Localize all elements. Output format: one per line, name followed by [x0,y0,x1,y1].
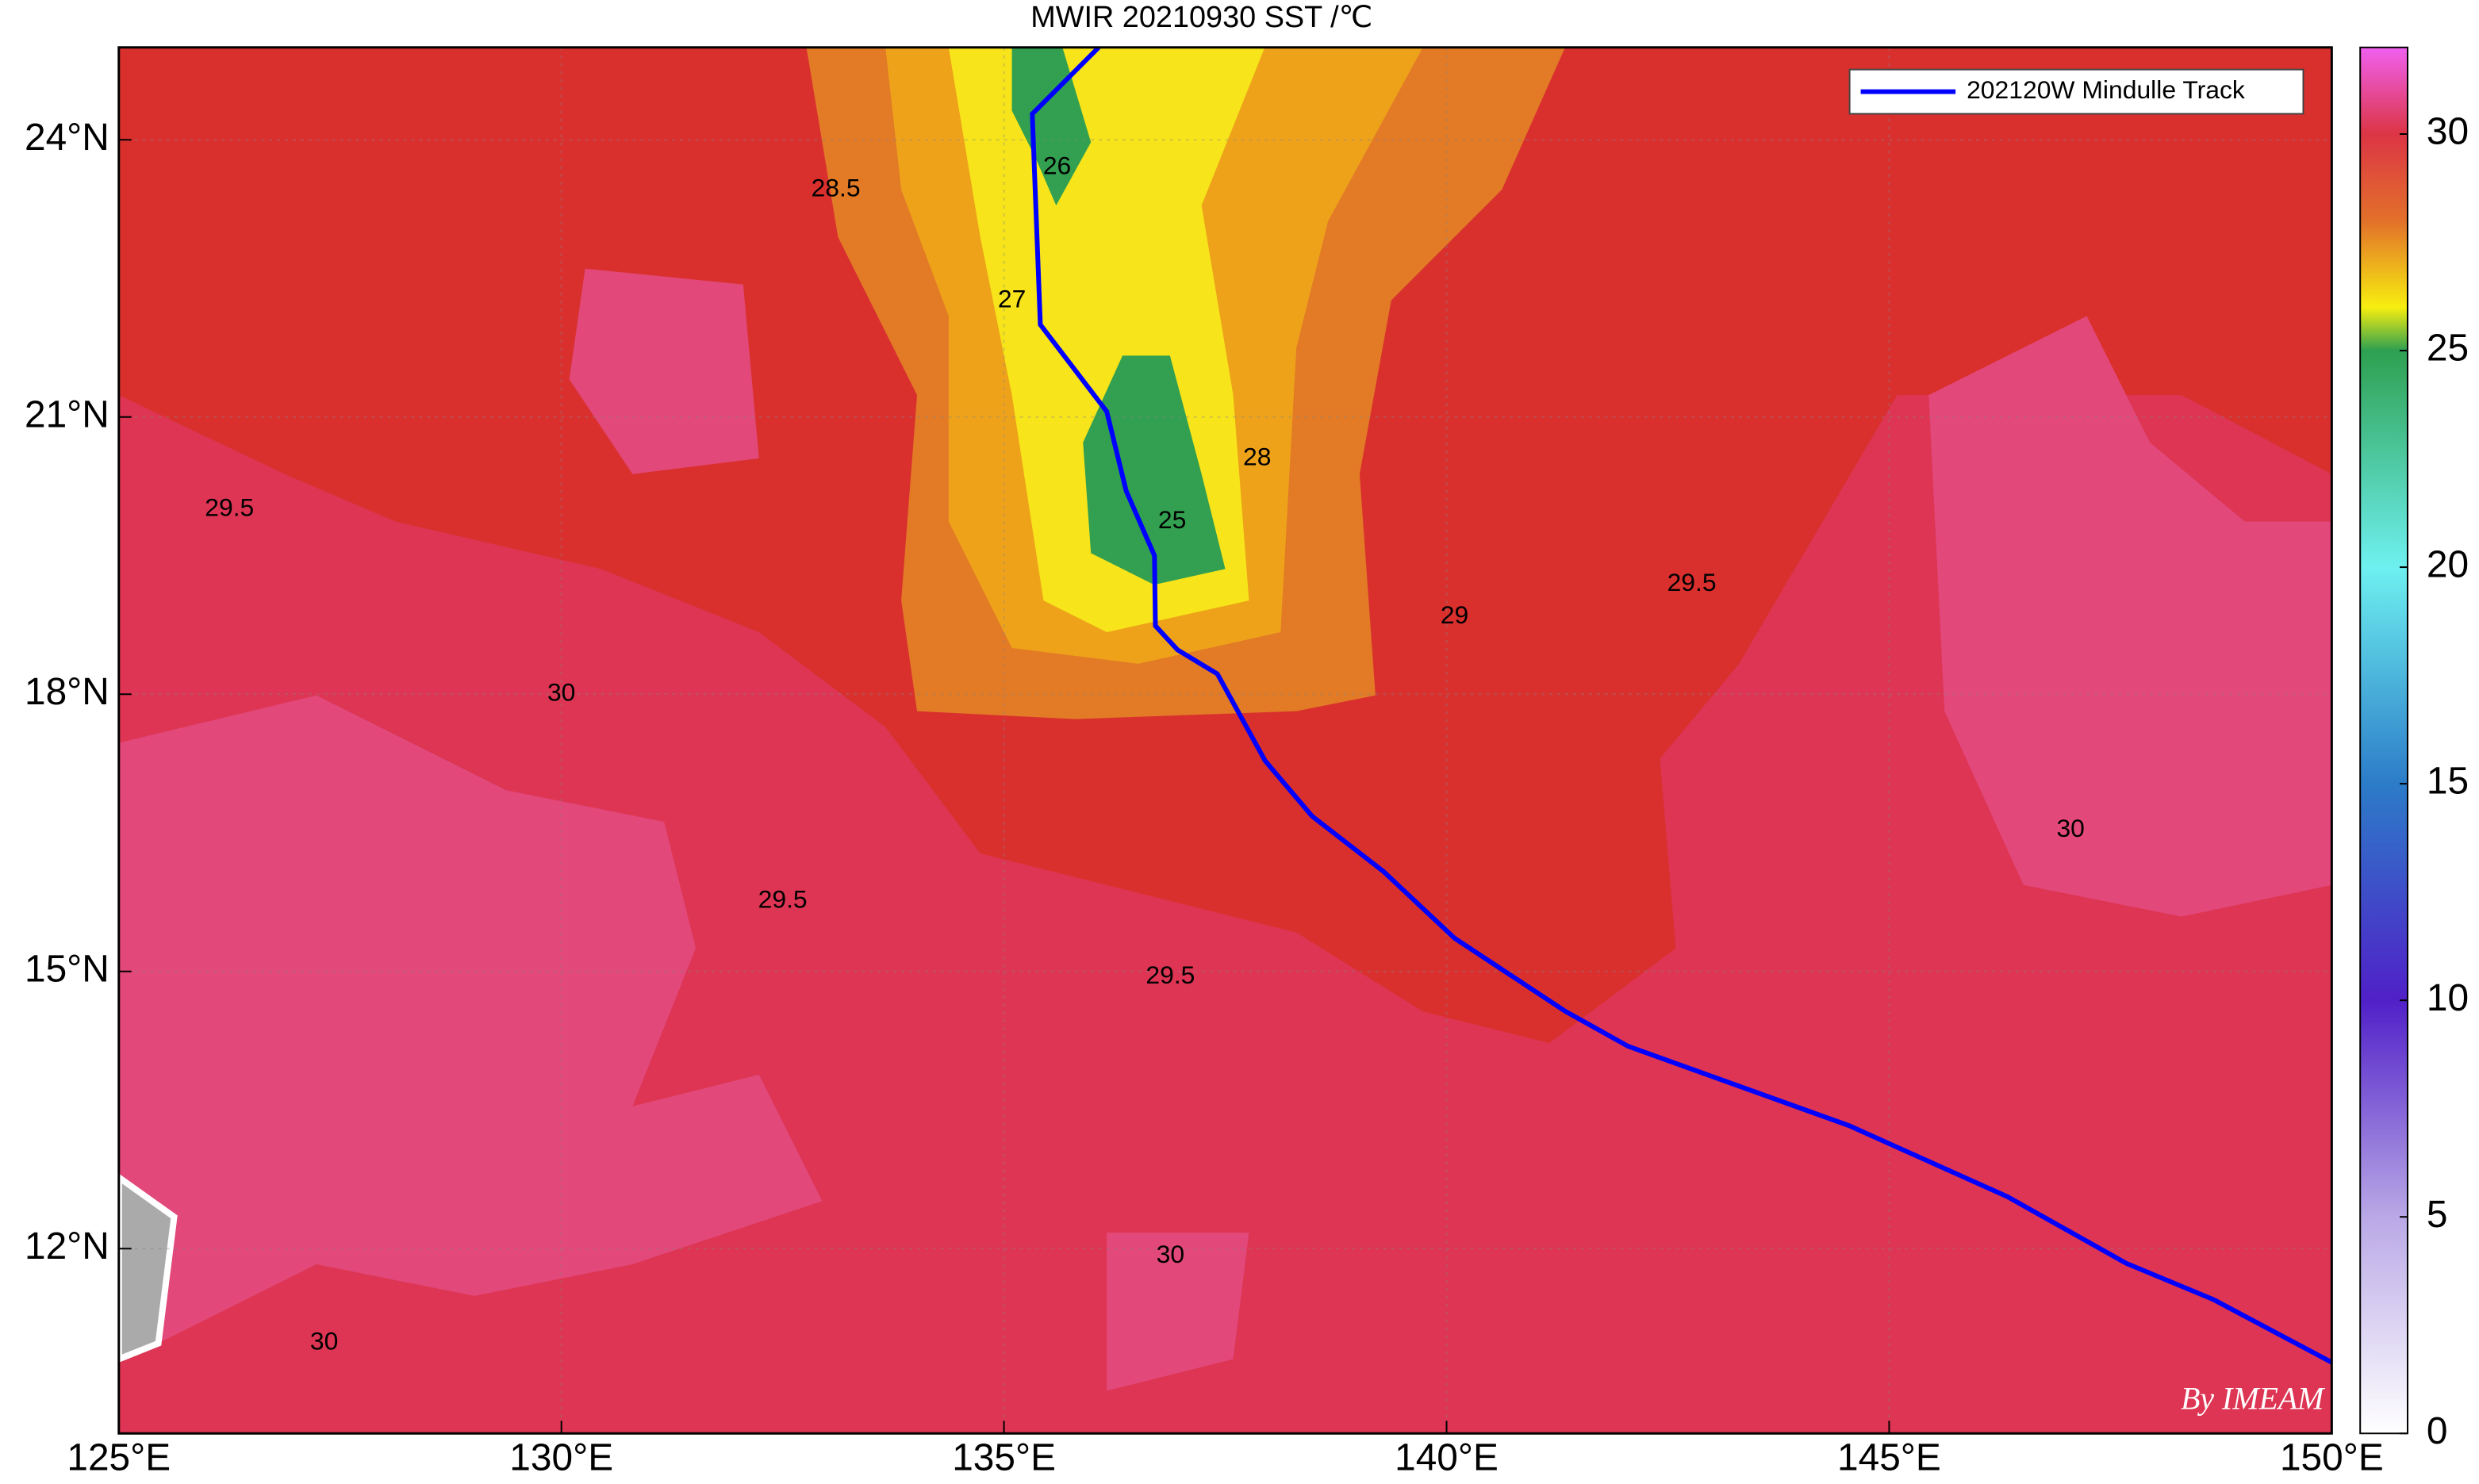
contour-label: 25 [1158,505,1186,534]
contour-label: 28.5 [812,174,861,202]
x-tick-label: 125°E [67,1437,171,1479]
colorbar-tick-label: 5 [2427,1194,2448,1236]
watermark: By IMEAM [2181,1381,2326,1417]
contour-labels: 29.5 30 28.5 27 26 25 28 29 29.5 30 29.5 30 29.5 30 [205,151,2085,1356]
contour-label: 29.5 [205,493,254,522]
legend-label: 202120W Mindulle Track [1967,75,2245,104]
contour-label: 30 [2056,814,2084,842]
y-tick-label: 21°N [25,393,109,435]
x-tick-label: 130°E [509,1437,613,1479]
x-tick-label: 145°E [1837,1437,1941,1479]
track [1030,47,2332,1365]
contour-label: 26 [1043,151,1071,180]
y-tick-label: 15°N [25,948,109,990]
colorbar: 0 5 10 15 20 25 30 [2359,46,2469,1452]
sst-field [118,47,2332,1434]
colorbar-tick-label: 30 [2427,111,2469,153]
contour-label: 27 [998,284,1026,313]
colorbar-tick-label: 10 [2427,977,2469,1019]
chart-title: MWIR 20210930 SST /℃ [1030,1,1372,34]
colorbar-tick-label: 20 [2427,544,2469,586]
contour-label: 30 [547,678,575,707]
plot-frame [117,46,2333,1435]
x-tick-label: 140°E [1395,1437,1499,1479]
y-tick-label: 12°N [25,1225,109,1267]
legend-box [1848,68,2304,115]
contour-label: 30 [1157,1240,1184,1268]
colorbar-fill [2359,46,2408,1435]
x-tick-label: 150°E [2280,1437,2384,1479]
contour-label: 30 [310,1326,338,1355]
contour-label: 29.5 [1145,961,1195,989]
y-tick-label: 24°N [25,117,109,159]
contour-label: 28 [1243,443,1271,471]
colorbar-tick-label: 15 [2427,761,2469,803]
contour-label: 29.5 [758,885,808,914]
colorbar-tick-label: 25 [2427,328,2469,370]
legend: 202120W Mindulle Track [1848,68,2304,115]
y-tick-label: 18°N [25,671,109,713]
x-tick-label: 135°E [952,1437,1056,1479]
contour-label: 29.5 [1667,568,1717,596]
colorbar-tick-label: 0 [2427,1410,2448,1452]
contour-label: 29 [1441,600,1468,629]
track-line [1030,47,2332,1365]
